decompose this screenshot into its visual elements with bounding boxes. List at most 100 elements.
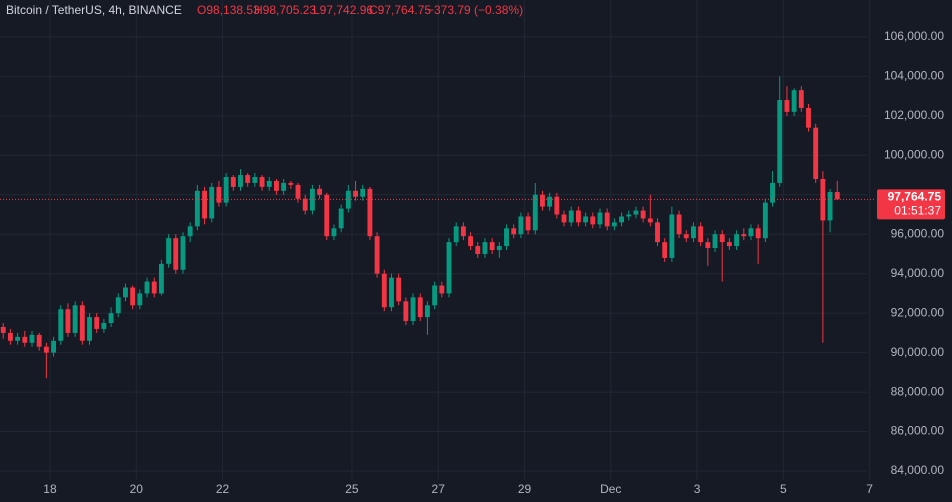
candle-body <box>389 277 394 308</box>
candle-body <box>194 190 200 227</box>
candle-body <box>158 263 164 294</box>
candle-body <box>547 196 553 207</box>
x-tick-label: 3 <box>694 482 701 496</box>
candle-body <box>374 236 380 274</box>
candle-body <box>173 238 179 270</box>
candle-body <box>597 212 603 225</box>
candle-body <box>7 332 13 341</box>
x-tick-label: 18 <box>43 482 57 496</box>
open-value: O98,138.53 <box>197 3 260 17</box>
y-tick-label: 94,000.00 <box>891 266 945 280</box>
candle-body <box>791 90 797 112</box>
candle-body <box>453 226 459 243</box>
candle-body <box>209 186 215 219</box>
candle-body <box>762 202 768 239</box>
candle-body <box>676 214 682 235</box>
change-value: −373.79 (−0.38%) <box>427 3 523 17</box>
candle-body <box>94 317 100 329</box>
candle-body <box>137 293 143 306</box>
candle-body <box>410 297 416 322</box>
last-price-box <box>877 189 945 220</box>
y-tick-label: 84,000.00 <box>891 463 945 477</box>
y-tick-label: 90,000.00 <box>891 345 945 359</box>
candle-body <box>403 301 409 322</box>
candle-body <box>590 216 596 225</box>
x-tick-label: 25 <box>345 482 359 496</box>
close-value: C97,764.75 <box>369 3 431 17</box>
x-tick-label: 7 <box>866 482 873 496</box>
y-tick-label: 104,000.00 <box>884 69 944 83</box>
candle-body <box>540 194 545 207</box>
candle-body <box>575 210 581 223</box>
candle-body <box>834 192 840 200</box>
candle-body <box>518 216 524 235</box>
candle-body <box>798 90 804 108</box>
candle-body <box>568 210 574 223</box>
candle-body <box>79 305 85 341</box>
candle-body <box>29 334 35 343</box>
candle-body <box>424 305 430 318</box>
candle-body <box>683 234 689 239</box>
candle-body <box>489 242 495 251</box>
y-tick-label: 88,000.00 <box>891 384 945 398</box>
candle-body <box>381 273 387 308</box>
candle-body <box>554 196 560 215</box>
low-value: L97,742.96 <box>313 3 373 17</box>
candle-body <box>259 177 265 187</box>
candle-body <box>151 281 157 294</box>
candle-body <box>266 180 272 187</box>
candle-body <box>432 285 438 306</box>
candle-body <box>360 188 366 197</box>
y-tick-label: 96,000.00 <box>891 226 945 240</box>
candle-body <box>130 287 136 306</box>
candle-body <box>274 180 279 191</box>
candle-body <box>245 175 251 183</box>
candle-body <box>655 222 660 243</box>
candle-body <box>475 246 481 254</box>
candle-body <box>619 216 625 223</box>
candle-body <box>439 285 445 294</box>
candle-body <box>187 226 193 237</box>
candle-body <box>396 277 402 302</box>
candle-body <box>669 214 675 258</box>
x-tick-label: Dec <box>600 482 621 496</box>
candle-body <box>712 234 718 249</box>
y-tick-label: 92,000.00 <box>891 305 945 319</box>
candle-body <box>748 228 754 237</box>
x-tick-label: 29 <box>518 482 532 496</box>
candle-body <box>604 212 610 227</box>
candle-body <box>734 234 740 247</box>
y-tick-label: 106,000.00 <box>884 29 944 43</box>
last-price-label: 97,764.75 <box>888 190 942 204</box>
candle-body <box>324 194 330 237</box>
candle-body <box>101 323 107 329</box>
candle-body <box>230 177 236 187</box>
candle-body <box>180 236 186 270</box>
candle-body <box>58 309 64 341</box>
candle-body <box>504 228 509 247</box>
candle-body <box>633 210 639 215</box>
candle-body <box>108 313 114 324</box>
x-tick-label: 20 <box>130 482 144 496</box>
candle-body <box>647 218 653 223</box>
candle-body <box>43 346 49 353</box>
candle-body <box>640 210 646 219</box>
candle-body <box>15 336 21 341</box>
candle-body <box>726 242 732 247</box>
candle-body <box>561 214 567 223</box>
candle-body <box>51 340 57 353</box>
candle-body <box>87 317 92 341</box>
candle-body <box>302 198 308 211</box>
candle-body <box>496 246 502 251</box>
candle-body <box>583 216 589 223</box>
candle-body <box>367 188 373 237</box>
x-tick-label: 22 <box>216 482 230 496</box>
x-tick-label: 27 <box>432 482 446 496</box>
y-tick-label: 86,000.00 <box>891 424 945 438</box>
candle-body <box>216 186 222 203</box>
candle-body <box>460 226 466 237</box>
candle-body <box>317 188 323 195</box>
candle-body <box>166 238 172 264</box>
